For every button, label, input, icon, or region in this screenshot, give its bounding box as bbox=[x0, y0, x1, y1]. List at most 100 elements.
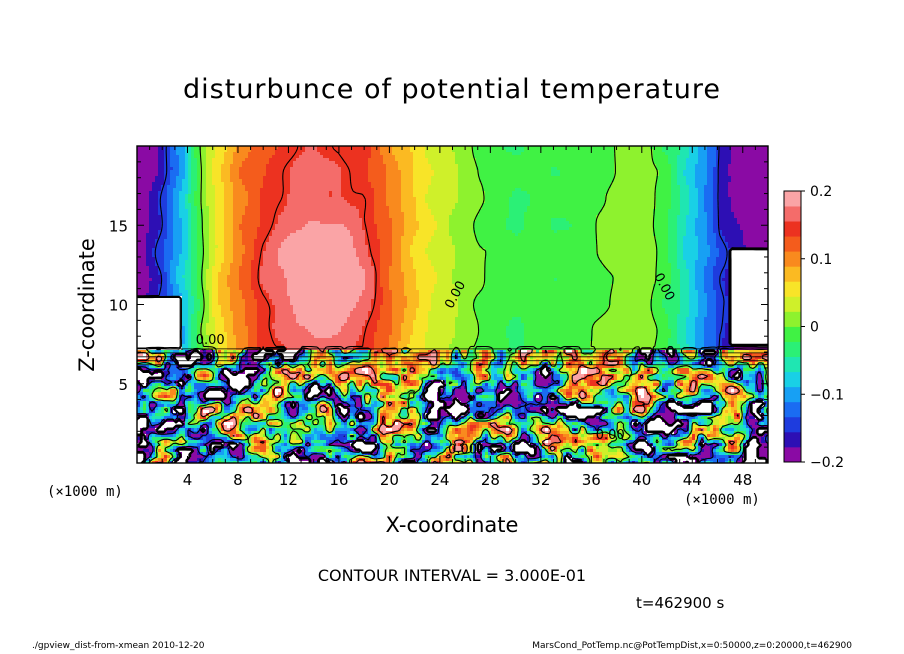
heatmap-cell bbox=[743, 188, 747, 192]
heatmap-cell bbox=[245, 191, 249, 195]
heatmap-cell bbox=[584, 158, 588, 162]
heatmap-cell bbox=[497, 212, 501, 216]
heatmap-cell bbox=[479, 215, 483, 219]
heatmap-cell bbox=[701, 185, 705, 189]
heatmap-cell bbox=[221, 173, 225, 177]
heatmap-cell bbox=[371, 173, 375, 177]
heatmap-cell bbox=[602, 158, 606, 162]
heatmap-cell bbox=[176, 197, 180, 201]
heatmap-cell bbox=[668, 164, 672, 168]
heatmap-cell bbox=[257, 215, 261, 219]
heatmap-cell bbox=[659, 182, 663, 186]
heatmap-cell bbox=[605, 200, 609, 204]
heatmap-cell bbox=[353, 185, 357, 189]
heatmap-cell bbox=[674, 167, 678, 171]
heatmap-cell bbox=[251, 215, 255, 219]
heatmap-cell bbox=[680, 161, 684, 165]
heatmap-cell bbox=[644, 164, 648, 168]
heatmap-cell bbox=[749, 179, 753, 183]
heatmap-cell bbox=[581, 158, 585, 162]
heatmap-cell bbox=[761, 182, 765, 186]
heatmap-cell bbox=[428, 182, 432, 186]
heatmap-cell bbox=[503, 161, 507, 165]
heatmap-cell bbox=[296, 182, 300, 186]
heatmap-cell bbox=[527, 179, 531, 183]
heatmap-cell bbox=[137, 146, 141, 150]
heatmap-cell bbox=[140, 182, 144, 186]
heatmap-cell bbox=[194, 185, 198, 189]
heatmap-cell bbox=[482, 167, 486, 171]
heatmap-cell bbox=[743, 167, 747, 171]
heatmap-cell bbox=[368, 197, 372, 201]
heatmap-cell bbox=[479, 176, 483, 180]
heatmap-cell bbox=[509, 170, 513, 174]
heatmap-cell bbox=[137, 179, 141, 183]
heatmap-cell bbox=[203, 167, 207, 171]
heatmap-cell bbox=[314, 155, 318, 159]
heatmap-cell bbox=[668, 179, 672, 183]
heatmap-cell bbox=[197, 170, 201, 174]
heatmap-cell bbox=[263, 200, 267, 204]
heatmap-cell bbox=[374, 149, 378, 153]
heatmap-cell bbox=[461, 161, 465, 165]
heatmap-cell bbox=[209, 179, 213, 183]
heatmap-cell bbox=[761, 185, 765, 189]
heatmap-cell bbox=[305, 161, 309, 165]
heatmap-cell bbox=[245, 167, 249, 171]
heatmap-cell bbox=[566, 200, 570, 204]
heatmap-cell bbox=[506, 212, 510, 216]
heatmap-cell bbox=[182, 194, 186, 198]
heatmap-cell bbox=[659, 161, 663, 165]
heatmap-cell bbox=[596, 197, 600, 201]
heatmap-cell bbox=[716, 158, 720, 162]
heatmap-cell bbox=[203, 170, 207, 174]
heatmap-cell bbox=[239, 164, 243, 168]
heatmap-cell bbox=[533, 182, 537, 186]
heatmap-cell bbox=[599, 191, 603, 195]
heatmap-cell bbox=[581, 170, 585, 174]
heatmap-cell bbox=[473, 161, 477, 165]
heatmap-cell bbox=[140, 200, 144, 204]
heatmap-cell bbox=[503, 215, 507, 219]
heatmap-cell bbox=[758, 164, 762, 168]
heatmap-cell bbox=[383, 164, 387, 168]
heatmap-cell bbox=[347, 200, 351, 204]
heatmap-cell bbox=[416, 146, 420, 150]
heatmap-cell bbox=[296, 173, 300, 177]
heatmap-cell bbox=[470, 152, 474, 156]
heatmap-cell bbox=[623, 212, 627, 216]
heatmap-cell bbox=[752, 167, 756, 171]
heatmap-cell bbox=[335, 170, 339, 174]
heatmap-cell bbox=[644, 209, 648, 213]
heatmap-cell bbox=[206, 191, 210, 195]
heatmap-cell bbox=[425, 209, 429, 213]
heatmap-cell bbox=[545, 197, 549, 201]
heatmap-cell bbox=[137, 191, 141, 195]
heatmap-cell bbox=[326, 155, 330, 159]
heatmap-cell bbox=[290, 155, 294, 159]
heatmap-cell bbox=[518, 155, 522, 159]
heatmap-cell bbox=[215, 185, 219, 189]
heatmap-cell bbox=[317, 158, 321, 162]
heatmap-cell bbox=[188, 176, 192, 180]
heatmap-cell bbox=[299, 170, 303, 174]
heatmap-cell bbox=[584, 206, 588, 210]
heatmap-cell bbox=[602, 149, 606, 153]
heatmap-cell bbox=[719, 161, 723, 165]
heatmap-cell bbox=[179, 179, 183, 183]
heatmap-cell bbox=[746, 182, 750, 186]
heatmap-cell bbox=[620, 173, 624, 177]
heatmap-cell bbox=[707, 185, 711, 189]
heatmap-cell bbox=[713, 182, 717, 186]
heatmap-cell bbox=[590, 167, 594, 171]
heatmap-cell bbox=[497, 185, 501, 189]
heatmap-cell bbox=[485, 203, 489, 207]
heatmap-cell bbox=[437, 167, 441, 171]
heatmap-cell bbox=[245, 179, 249, 183]
heatmap-cell bbox=[296, 152, 300, 156]
heatmap-cell bbox=[473, 146, 477, 150]
heatmap-cell bbox=[260, 209, 264, 213]
heatmap-cell bbox=[212, 149, 216, 153]
heatmap-cell bbox=[689, 161, 693, 165]
heatmap-cell bbox=[266, 197, 270, 201]
